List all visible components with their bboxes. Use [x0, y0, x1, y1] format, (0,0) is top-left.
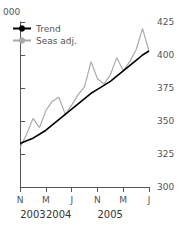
svg-text:J: J — [69, 195, 73, 205]
svg-text:300: 300 — [157, 182, 174, 192]
svg-text:425: 425 — [157, 17, 174, 27]
svg-text:350: 350 — [157, 116, 174, 126]
svg-text:2003: 2003 — [20, 209, 45, 220]
svg-text:M: M — [119, 195, 127, 205]
svg-text:N: N — [94, 195, 101, 205]
svg-text:M: M — [42, 195, 50, 205]
svg-text:N: N — [17, 195, 24, 205]
svg-text:Trend: Trend — [35, 24, 61, 34]
svg-text:400: 400 — [157, 50, 174, 60]
svg-text:Seas adj.: Seas adj. — [36, 36, 77, 46]
svg-text:325: 325 — [157, 149, 174, 159]
svg-text:J: J — [147, 195, 151, 205]
svg-text:2004: 2004 — [46, 209, 71, 220]
svg-text:2005: 2005 — [97, 209, 122, 220]
svg-text:375: 375 — [157, 83, 174, 93]
svg-text:000: 000 — [3, 7, 20, 17]
